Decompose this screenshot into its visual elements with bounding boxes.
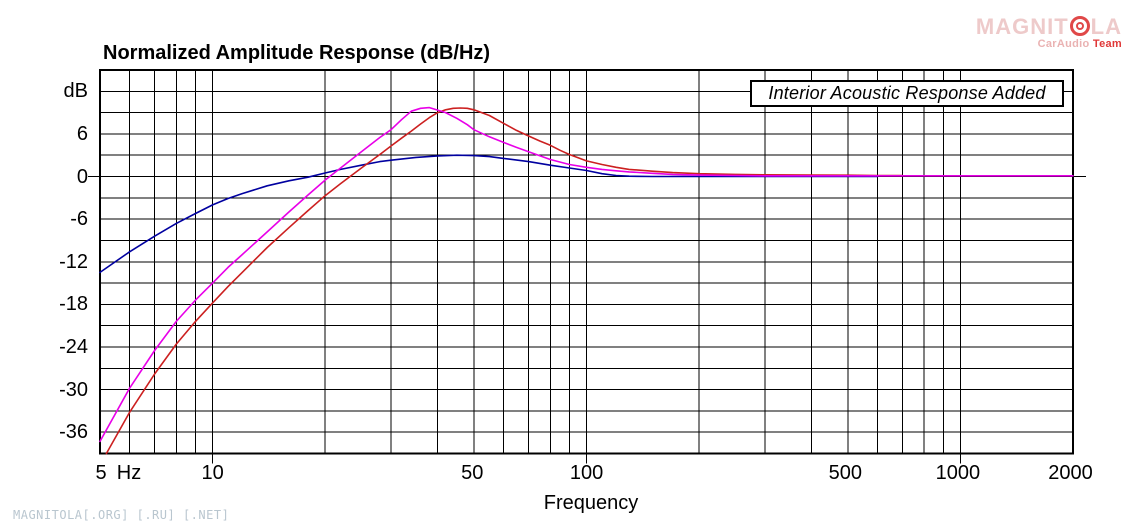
logo-text-left: MAGNIT	[975, 14, 1069, 39]
curve-blue-response	[99, 154, 879, 274]
x-axis-unit: Hz	[116, 462, 142, 484]
logo-text-right: LA	[1090, 14, 1122, 39]
y-tick-label: 6	[76, 123, 88, 145]
x-tick-label: 10	[201, 462, 224, 484]
y-tick-label: -36	[59, 421, 88, 443]
y-tick-label: -24	[59, 336, 88, 358]
legend-box: Interior Acoustic Response Added	[750, 80, 1064, 107]
curve-red-response	[105, 107, 904, 455]
x-axis-title: Frequency	[543, 492, 639, 514]
y-tick-label: -12	[59, 251, 88, 273]
y-tick-label: 0	[76, 165, 88, 188]
curve-magenta-response	[99, 106, 1074, 443]
logo-subtitle: CarAudio Team	[976, 39, 1122, 50]
y-axis-unit: dB	[63, 80, 88, 102]
x-tick-label: 5	[95, 462, 107, 484]
x-tick-label: 100	[569, 462, 604, 484]
x-tick-label: 1000	[935, 462, 981, 484]
logo-wordmark: MAGNIT LA	[976, 16, 1122, 38]
chart-title: Normalized Amplitude Response (dB/Hz)	[103, 42, 491, 64]
magnitola-logo: MAGNIT LA CarAudio Team	[976, 16, 1122, 50]
y-tick-label: -30	[59, 378, 88, 401]
x-tick-label: 2000	[1048, 462, 1093, 484]
x-tick-label: 500	[828, 462, 862, 484]
logo-team-text: Team	[1092, 38, 1122, 50]
speaker-o-icon	[1069, 16, 1090, 36]
legend-label: Interior Acoustic Response Added	[768, 83, 1046, 103]
y-tick-label: -18	[59, 293, 88, 315]
site-watermark: MAGNITOLA[.ORG] [.RU] [.NET]	[13, 508, 230, 522]
y-tick-label: -6	[70, 208, 88, 230]
logo-caraudio-text: CarAudio	[1037, 38, 1090, 50]
x-tick-label: 50	[461, 462, 484, 484]
